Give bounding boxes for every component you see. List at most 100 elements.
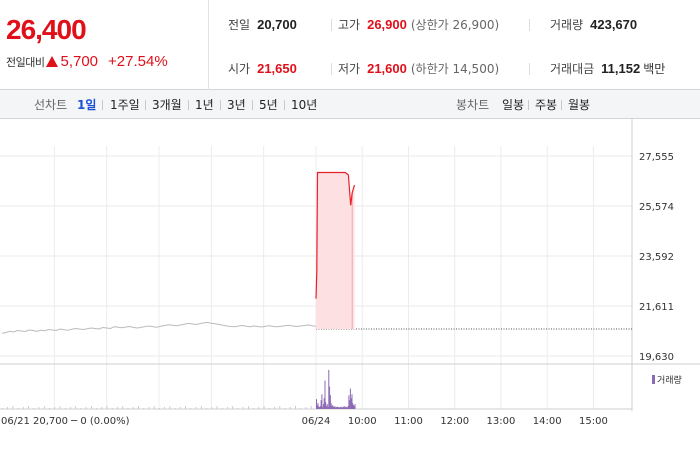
prev-volume-bar — [300, 408, 302, 409]
prev-volume-bar — [117, 407, 118, 409]
divider — [529, 19, 530, 31]
prev-volume-bar — [148, 407, 150, 409]
tab-1-week[interactable]: 1주일 — [110, 98, 140, 112]
prev-volume-bar — [38, 407, 40, 409]
stat-unit: 백만 — [643, 62, 666, 76]
volume-bar — [333, 407, 335, 409]
stat-label: 고가 — [338, 18, 361, 32]
y-tick-label: 27,555 — [639, 152, 674, 163]
prev-volume-bar — [200, 406, 202, 409]
tab-5-years[interactable]: 5년 — [259, 98, 278, 112]
tab-divider — [528, 100, 529, 110]
volume-bar — [336, 406, 338, 409]
stat-label: 시가 — [228, 62, 251, 76]
prev-volume-bar — [132, 407, 134, 409]
volume-bar — [318, 406, 320, 409]
volume-bar — [344, 407, 346, 409]
volume-bar — [354, 404, 356, 409]
change-amount: 5,700 — [60, 53, 99, 70]
prev-volume-bar — [17, 408, 19, 409]
prev-volume-bar — [59, 406, 61, 409]
y-tick-label: 23,592 — [639, 252, 674, 263]
prev-volume-bar — [28, 406, 29, 409]
quote-header: 26,400 전일대비 5,700 +27.54% 전일 20,700 고가 2… — [0, 0, 700, 90]
tab-3-years[interactable]: 3년 — [227, 98, 246, 112]
prev-volume-bar — [263, 406, 265, 409]
volume-bar — [343, 406, 345, 409]
divider — [529, 63, 530, 75]
volume-legend-label: 거래량 — [657, 374, 682, 386]
prev-volume-bar — [54, 407, 56, 409]
line-chart-label: 선차트 — [34, 98, 68, 112]
change-percent: +27.54% — [108, 53, 168, 70]
prev-volume-bar — [221, 408, 223, 409]
volume-bar — [350, 398, 352, 409]
tab-monthly-candle[interactable]: 월봉 — [568, 98, 591, 112]
prev-volume-bar — [279, 406, 281, 409]
prev-volume-bar — [164, 407, 165, 409]
stat-prev-close: 전일 20,700 — [228, 16, 297, 33]
divider — [331, 63, 332, 75]
tab-divider — [102, 100, 103, 110]
prev-volume-bar — [206, 408, 207, 409]
prev-volume-bar — [190, 408, 192, 409]
prev-volume-bar — [211, 407, 213, 409]
prev-volume-bar — [22, 407, 24, 409]
prev-day-label: 06/21 20,700 ─ 0 (0.00%) — [1, 416, 130, 427]
x-tick-label: 11:00 — [394, 416, 423, 427]
prev-volume-bar — [2, 408, 3, 409]
tab-daily-candle[interactable]: 일봉 — [502, 98, 525, 112]
volume-bar — [336, 407, 337, 409]
x-tick-label: 15:00 — [579, 416, 608, 427]
prev-volume-bar — [295, 406, 296, 409]
volume-bar — [319, 407, 321, 409]
tab-weekly-candle[interactable]: 주봉 — [535, 98, 558, 112]
prev-volume-bar — [106, 406, 108, 409]
stat-note: (하한가 14,500) — [410, 62, 500, 76]
x-tick-label: 13:00 — [487, 416, 516, 427]
tab-divider — [561, 100, 562, 110]
y-tick-label: 19,630 — [639, 352, 674, 363]
volume-bar — [326, 404, 328, 409]
volume-bar — [349, 388, 351, 409]
stat-open: 시가 21,650 — [228, 60, 297, 77]
tab-1-year[interactable]: 1년 — [195, 98, 214, 112]
tab-divider — [252, 100, 253, 110]
volume-bar — [341, 406, 343, 409]
volume-bar — [317, 403, 319, 409]
prev-day-series — [1, 321, 632, 334]
tab-1-day[interactable]: 1일 — [77, 98, 97, 112]
prev-volume-bar — [7, 407, 8, 409]
prev-volume-bar — [216, 406, 218, 409]
candle-chart-label: 봉차트 — [456, 98, 490, 112]
prev-volume-bar — [242, 407, 244, 409]
prev-volume-bar — [33, 408, 35, 409]
volume-bar — [323, 398, 325, 409]
prev-volume-bar — [310, 406, 312, 409]
x-tick-label: 06/24 — [302, 416, 331, 427]
tab-10-years[interactable]: 10년 — [291, 98, 318, 112]
change-label: 전일대비 — [6, 56, 45, 69]
volume-bar — [330, 403, 332, 409]
stat-volume: 거래량 423,670 — [550, 16, 637, 33]
today-series — [315, 171, 356, 329]
prev-volume-bar — [101, 407, 103, 409]
tab-divider — [188, 100, 189, 110]
prev-volume-bar — [143, 408, 145, 409]
volume-legend-swatch — [652, 375, 655, 384]
prev-volume-bar — [253, 408, 254, 409]
prev-volume-bar — [111, 408, 113, 409]
prev-volume-bar — [274, 407, 275, 409]
stat-value: 21,600 — [367, 61, 407, 76]
tab-divider — [145, 100, 146, 110]
prev-volume-bar — [248, 406, 249, 409]
stat-low: 저가 21,600 (하한가 14,500) — [338, 60, 499, 77]
prev-day-line — [1, 321, 317, 334]
volume-bar — [352, 403, 354, 409]
volume-bar — [335, 407, 337, 409]
stat-note: (상한가 26,900) — [410, 18, 500, 32]
prev-volume-bar — [237, 408, 239, 409]
volume-bar — [346, 407, 348, 409]
tab-3-months[interactable]: 3개월 — [152, 98, 182, 112]
volume-bar — [320, 400, 322, 409]
